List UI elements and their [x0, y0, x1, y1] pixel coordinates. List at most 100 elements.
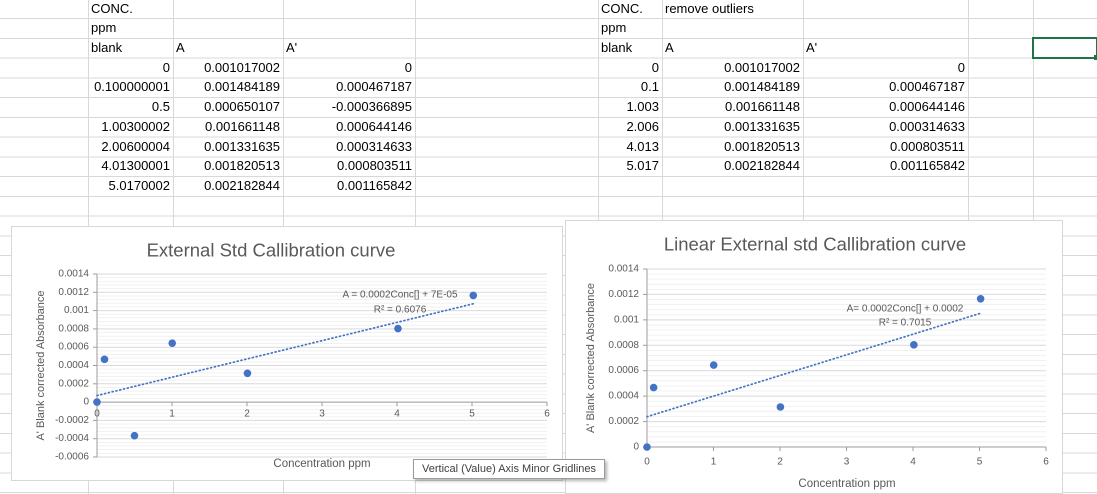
y-tick-label: 0 — [633, 442, 639, 453]
selected-cell[interactable] — [1032, 36, 1097, 59]
cell-F9[interactable]: 5.017 — [626, 158, 659, 174]
x-tick-label: 5 — [977, 457, 983, 468]
cell-H5[interactable]: 0.000467187 — [889, 79, 965, 95]
cell-H9[interactable]: 0.001165842 — [890, 158, 965, 174]
x-tick-label: 0 — [94, 409, 100, 420]
y-tick-label: 0.0014 — [608, 264, 639, 275]
cell-G1[interactable]: remove outliers — [665, 1, 754, 16]
data-point[interactable] — [643, 443, 651, 451]
r-squared-label[interactable]: R² = 0.7015 — [879, 318, 932, 329]
cell-D4[interactable]: 0 — [404, 59, 412, 75]
data-point[interactable] — [168, 339, 177, 347]
x-tick-label: 2 — [244, 409, 250, 420]
cell-B8[interactable]: 2.00600004 — [101, 138, 170, 154]
data-point[interactable] — [243, 369, 252, 378]
cell-C5[interactable]: 0.001484189 — [204, 79, 280, 95]
data-point[interactable] — [394, 324, 402, 333]
cell-F1[interactable]: CONC. — [601, 1, 643, 16]
cell-D7[interactable]: 0.000644146 — [336, 118, 412, 134]
y-tick-label: 0.001 — [614, 314, 639, 325]
cell-D10[interactable]: 0.001165842 — [337, 178, 412, 193]
chart-title[interactable]: Linear External std Callibration curve — [664, 234, 966, 255]
cell-C10[interactable]: 0.002182844 — [204, 178, 280, 193]
cell-H4[interactable]: 0 — [957, 59, 965, 75]
cell-D3[interactable]: A' — [286, 39, 298, 55]
data-point[interactable] — [649, 383, 658, 392]
y-tick-label: 0.0006 — [58, 342, 89, 353]
y-axis-label[interactable]: A' Blank corrected Absorbance — [35, 290, 47, 440]
cell-B9[interactable]: 4.01300001 — [101, 158, 170, 174]
y-tick-label: 0.0012 — [608, 289, 639, 300]
data-point[interactable] — [93, 398, 101, 406]
y-tick-label: 0.0004 — [608, 391, 639, 402]
x-tick-label: 5 — [469, 409, 475, 420]
cell-C9[interactable]: 0.001820513 — [204, 158, 280, 174]
cell-G6[interactable]: 0.001661148 — [725, 99, 800, 114]
data-point[interactable] — [469, 291, 478, 300]
cell-B7[interactable]: 1.00300002 — [101, 118, 170, 134]
trendline-equation[interactable]: A= 0.0002Conc[] + 0.0002 — [847, 304, 964, 315]
y-tick-label: -0.0002 — [55, 415, 89, 426]
y-tick-label: 0.0008 — [58, 323, 89, 334]
cell-C7[interactable]: 0.001661148 — [205, 118, 280, 134]
y-tick-label: 0.0012 — [58, 287, 89, 298]
x-tick-label: 0 — [644, 457, 650, 468]
cell-C3[interactable]: A — [176, 39, 185, 55]
x-tick-label: 6 — [544, 409, 550, 420]
cell-B6[interactable]: 0.5 — [151, 99, 170, 114]
cell-B2[interactable]: ppm — [91, 20, 117, 35]
x-tick-label: 3 — [319, 409, 325, 420]
cell-B10[interactable]: 5.0170002 — [108, 178, 170, 193]
cell-H8[interactable]: 0.000803511 — [890, 138, 965, 154]
cell-G7[interactable]: 0.001331635 — [724, 118, 800, 134]
cell-F6[interactable]: 1.003 — [626, 99, 659, 114]
cell-D8[interactable]: 0.000314633 — [336, 138, 412, 154]
hover-tooltip: Vertical (Value) Axis Minor Gridlines — [413, 459, 606, 479]
cell-H7[interactable]: 0.000314633 — [889, 118, 965, 134]
cell-F4[interactable]: 0 — [651, 59, 659, 75]
cell-B3[interactable]: blank — [91, 39, 123, 55]
y-tick-label: 0.0004 — [58, 360, 89, 371]
cell-B1[interactable]: CONC. — [91, 1, 133, 16]
cell-G5[interactable]: 0.001484189 — [724, 79, 800, 95]
cell-B4[interactable]: 0 — [162, 59, 170, 75]
data-point[interactable] — [976, 294, 985, 303]
cell-H3[interactable]: A' — [806, 39, 818, 55]
y-tick-label: 0.001 — [64, 305, 89, 316]
chart-linear-external-std-calibration[interactable]: 0.0014 0.0012 0.001 0.0008 0.0006 0.0004 0.000… — [565, 220, 1063, 494]
chart-title[interactable]: External Std Callibration curve — [147, 240, 396, 261]
trendline-equation[interactable]: A = 0.0002Conc[] + 7E-05 — [342, 290, 458, 301]
r-squared-label[interactable]: R² = 0.6076 — [374, 305, 427, 316]
y-tick-label: 0.0002 — [58, 378, 89, 389]
x-axis-label[interactable]: Concentration ppm — [798, 478, 895, 490]
cell-C8[interactable]: 0.001331635 — [204, 138, 280, 154]
cell-F5[interactable]: 0.1 — [640, 79, 659, 95]
x-tick-label: 6 — [1043, 457, 1049, 468]
data-point[interactable] — [709, 361, 718, 369]
cell-D6[interactable]: -0.000366895 — [331, 99, 412, 114]
cell-D5[interactable]: 0.000467187 — [336, 79, 412, 95]
y-axis-label[interactable]: A' Blank corrected Absorbance — [585, 283, 597, 433]
cell-C6[interactable]: 0.000650107 — [204, 99, 280, 114]
data-point[interactable] — [910, 341, 918, 349]
data-point[interactable] — [130, 431, 139, 440]
x-axis-label[interactable]: Concentration ppm — [273, 458, 370, 470]
cell-C4[interactable]: 0.001017002 — [204, 59, 280, 75]
cell-H6[interactable]: 0.000644146 — [889, 99, 965, 114]
cell-G4[interactable]: 0.001017002 — [724, 59, 800, 75]
cell-F7[interactable]: 2.006 — [626, 118, 659, 134]
chart-external-std-calibration[interactable]: 0.0014 0.0012 0.001 0.0008 0.0006 0.0004 0.000… — [11, 226, 563, 481]
data-point[interactable] — [776, 403, 785, 411]
cell-G9[interactable]: 0.002182844 — [724, 158, 800, 174]
selection-fill-handle[interactable] — [1094, 54, 1097, 60]
cell-F2[interactable]: ppm — [601, 20, 627, 35]
cell-G3[interactable]: A — [665, 39, 674, 55]
data-point[interactable] — [100, 355, 109, 364]
y-tick-label: 0.0006 — [608, 365, 639, 376]
cell-F3[interactable]: blank — [601, 39, 633, 55]
cell-B5[interactable]: 0.100000001 — [94, 79, 170, 95]
cell-D9[interactable]: 0.000803511 — [337, 158, 412, 174]
cell-F8[interactable]: 4.013 — [626, 138, 659, 154]
cell-G8[interactable]: 0.001820513 — [724, 138, 800, 154]
trendline[interactable] — [646, 312, 982, 418]
